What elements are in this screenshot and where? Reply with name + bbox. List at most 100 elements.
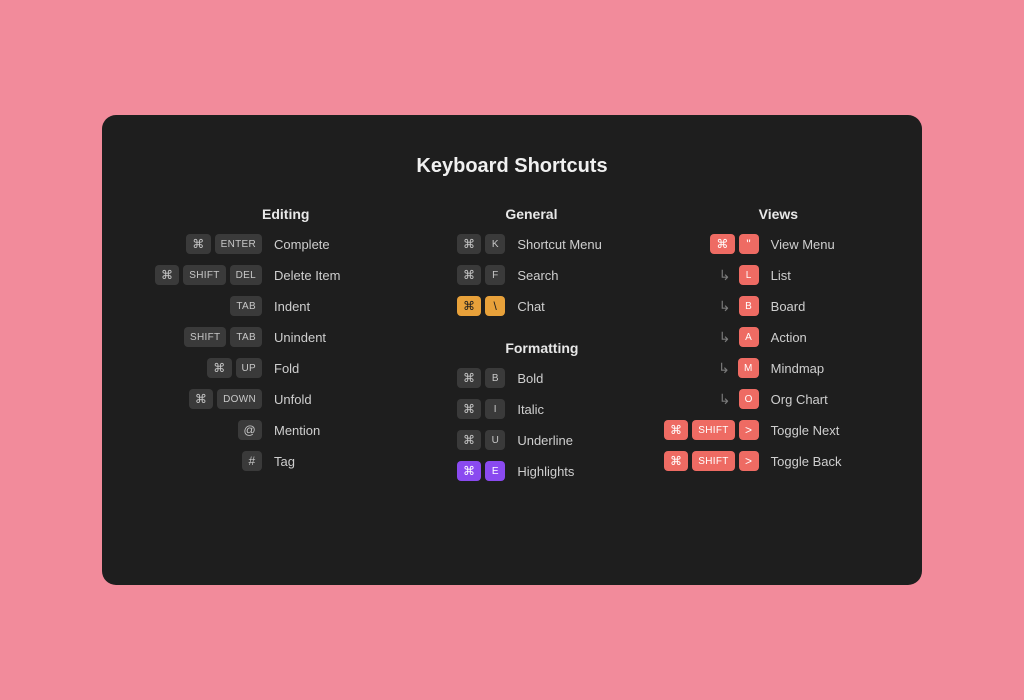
keycap: DEL [230, 265, 262, 285]
keycap: ⌘ [664, 451, 688, 471]
shortcut-keys: ⌘UP [142, 358, 262, 378]
keycap: K [485, 234, 505, 254]
keycap: " [739, 234, 759, 254]
section-title: Editing [262, 206, 375, 222]
keycap: ⌘ [457, 399, 481, 419]
keycap: SHIFT [184, 327, 226, 347]
continuation-icon: ↳ [715, 296, 735, 316]
shortcut-row: ⌘SHIFT> Toggle Next [649, 418, 882, 442]
shortcut-keys: TAB [142, 296, 262, 316]
keycap: DOWN [217, 389, 262, 409]
shortcut-label: Toggle Next [771, 423, 840, 438]
shortcuts-panel: Keyboard Shortcuts Editing⌘ENTERComplete… [102, 115, 922, 585]
shortcut-row: ↳LList [649, 263, 882, 287]
shortcut-row: ⌘SHIFTDEL Delete Item [142, 263, 375, 287]
keycap: U [485, 430, 505, 450]
shortcut-label: Unindent [274, 330, 326, 345]
keycap: ⌘ [457, 234, 481, 254]
shortcut-label: Fold [274, 361, 299, 376]
shortcut-keys: ⌘U [395, 430, 505, 450]
shortcut-keys: ⌘F [395, 265, 505, 285]
shortcut-label: Search [517, 268, 558, 283]
keycap: ⌘ [189, 389, 213, 409]
shortcut-keys: ⌘DOWN [142, 389, 262, 409]
shortcut-keys: ⌘SHIFT> [649, 451, 759, 471]
shortcut-label: View Menu [771, 237, 835, 252]
section-title: Views [759, 206, 882, 222]
keycap: UP [236, 358, 263, 378]
shortcut-label: Underline [517, 433, 573, 448]
shortcut-row: @Mention [142, 418, 375, 442]
keycap: B [485, 368, 505, 388]
shortcut-keys: SHIFTTAB [142, 327, 262, 347]
keycap: ⌘ [457, 430, 481, 450]
shortcut-row: ↳A Action [649, 325, 882, 349]
keycap: A [739, 327, 759, 347]
column: Editing⌘ENTERComplete⌘SHIFTDELDelete Ite… [142, 206, 375, 505]
shortcut-row: ⌘\ Chat [395, 294, 628, 318]
keycap: > [739, 451, 759, 471]
keycap: TAB [230, 296, 262, 316]
shortcut-row: ⌘UP Fold [142, 356, 375, 380]
section: Views⌘"View Menu↳LList↳BBoard↳AAction↳MM… [649, 206, 882, 473]
continuation-icon: ↳ [715, 327, 735, 347]
keycap: ⌘ [155, 265, 179, 285]
keycap: B [739, 296, 759, 316]
shortcut-keys: ⌘SHIFT> [649, 420, 759, 440]
keycap: ⌘ [710, 234, 734, 254]
shortcut-row: ⌘SHIFT> Toggle Back [649, 449, 882, 473]
keycap: F [485, 265, 505, 285]
shortcut-label: Unfold [274, 392, 312, 407]
shortcut-row: ⌘ENTERComplete [142, 232, 375, 256]
shortcut-keys: ⌘ENTER [142, 234, 262, 254]
section-title: General [505, 206, 628, 222]
shortcut-row: ⌘IItalic [395, 397, 628, 421]
shortcut-keys: # [142, 451, 262, 471]
section-title: Formatting [505, 340, 628, 356]
shortcut-row: ↳M Mindmap [649, 356, 882, 380]
shortcut-keys: ↳B [649, 296, 759, 316]
shortcut-keys: ⌘E [395, 461, 505, 481]
shortcut-label: Org Chart [771, 392, 828, 407]
columns: Editing⌘ENTERComplete⌘SHIFTDELDelete Ite… [142, 206, 882, 505]
keycap: SHIFT [183, 265, 225, 285]
shortcut-keys: ⌘SHIFTDEL [142, 265, 262, 285]
keycap: M [738, 358, 759, 378]
keycap: ⌘ [207, 358, 231, 378]
shortcut-keys: ↳O [649, 389, 759, 409]
shortcut-row: #Tag [142, 449, 375, 473]
shortcut-row: ⌘DOWN Unfold [142, 387, 375, 411]
shortcut-label: Indent [274, 299, 310, 314]
keycap: > [739, 420, 759, 440]
shortcut-label: Mindmap [771, 361, 824, 376]
shortcut-label: Italic [517, 402, 544, 417]
continuation-icon: ↳ [715, 389, 735, 409]
continuation-icon: ↳ [715, 265, 735, 285]
keycap: TAB [230, 327, 262, 347]
shortcut-label: Chat [517, 299, 544, 314]
keycap: E [485, 461, 505, 481]
shortcut-label: Mention [274, 423, 320, 438]
shortcut-row: ⌘EHighlights [395, 459, 628, 483]
section: General⌘KShortcut Menu⌘FSearch⌘\Chat [395, 206, 628, 318]
shortcut-row: ↳O Org Chart [649, 387, 882, 411]
shortcut-row: TAB Indent [142, 294, 375, 318]
column: Views⌘"View Menu↳LList↳BBoard↳AAction↳MM… [649, 206, 882, 505]
keycap: # [242, 451, 262, 471]
shortcut-keys: ⌘B [395, 368, 505, 388]
shortcut-row: ⌘U Underline [395, 428, 628, 452]
section: Formatting⌘BBold⌘IItalic⌘UUnderline⌘EHig… [395, 340, 628, 483]
shortcut-label: Action [771, 330, 807, 345]
continuation-icon: ↳ [714, 358, 734, 378]
shortcut-keys: ⌘K [395, 234, 505, 254]
shortcut-label: Toggle Back [771, 454, 842, 469]
shortcut-keys: ↳M [649, 358, 759, 378]
shortcut-label: Shortcut Menu [517, 237, 602, 252]
shortcut-row: SHIFTTAB Unindent [142, 325, 375, 349]
keycap: \ [485, 296, 505, 316]
keycap: ⌘ [186, 234, 210, 254]
keycap: ⌘ [457, 296, 481, 316]
shortcut-label: Delete Item [274, 268, 340, 283]
keycap: O [739, 389, 759, 409]
keycap: L [739, 265, 759, 285]
